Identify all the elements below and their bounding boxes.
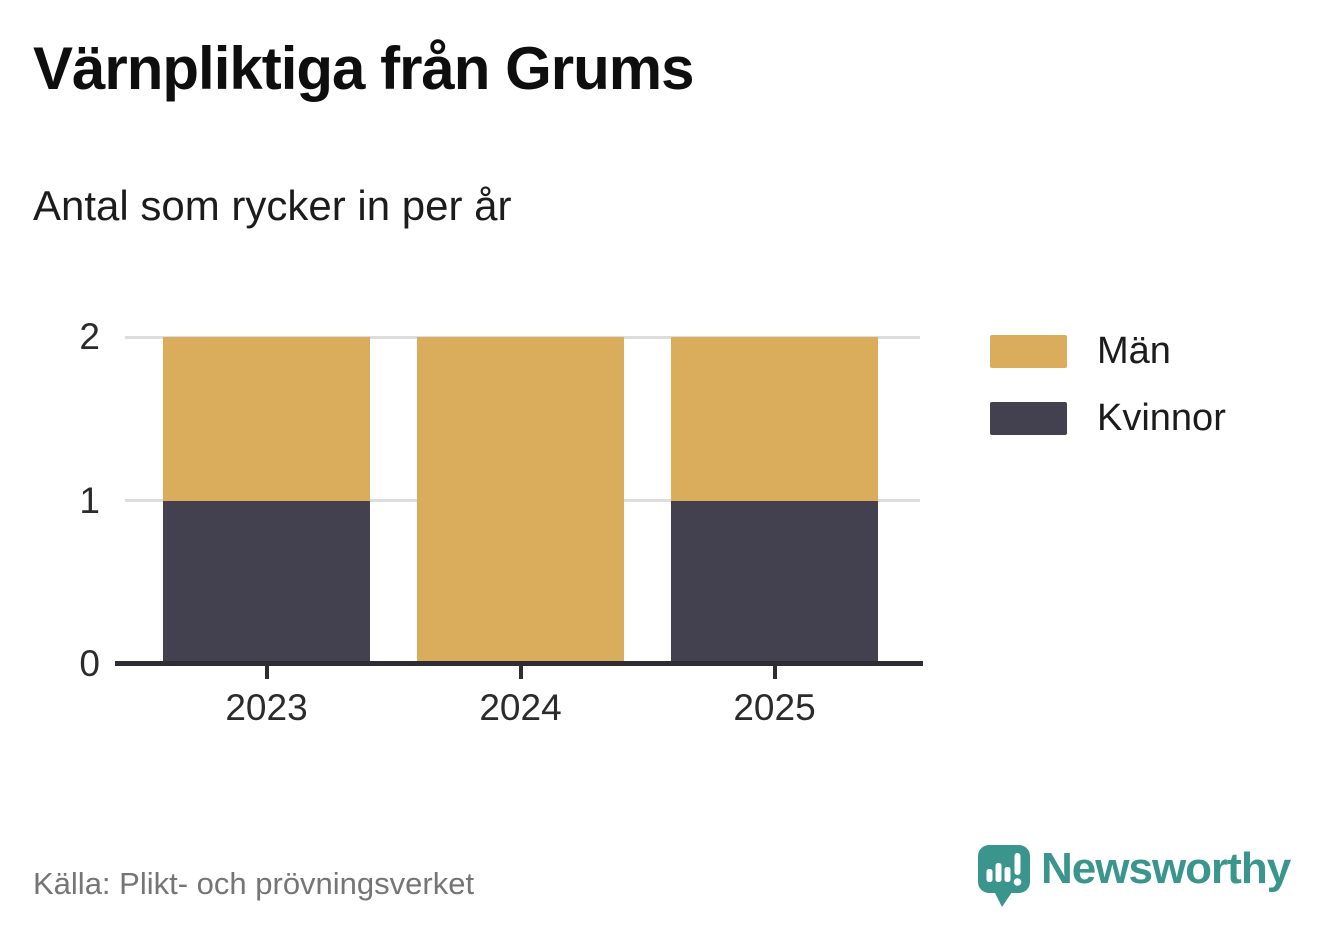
bar-segment-men-2024 [417,337,624,664]
x-axis-tick-2023 [264,666,269,679]
x-axis-label-2024: 2024 [479,687,562,728]
x-axis-tick-2024 [518,666,523,679]
legend-swatch-men [990,335,1067,368]
source-attribution: Källa: Plikt- och prövningsverket [33,866,475,901]
newsworthy-speech-bubble-chart-icon [978,845,1030,907]
legend-swatch-women [990,402,1067,435]
legend: Män Kvinnor [990,330,1226,464]
x-axis-tick-2025 [772,666,777,679]
bar-segment-women-2025 [671,500,878,664]
bar-segment-men-2025 [671,337,878,501]
legend-item-women: Kvinnor [990,397,1226,440]
x-axis-label-2025: 2025 [733,687,816,728]
page-title: Värnpliktiga från Grums [33,35,694,102]
bar-segment-women-2023 [163,500,370,664]
legend-label-women: Kvinnor [1097,397,1226,439]
y-axis: 0 1 2 [40,316,100,684]
brand-logo: Newsworthy [978,844,1291,909]
page-subtitle: Antal som rycker in per år [33,182,512,229]
y-axis-label-2: 2 [79,316,100,357]
y-axis-label-0: 0 [79,643,100,684]
legend-label-men: Män [1097,330,1171,372]
x-axis-line [115,661,923,666]
bar-segment-men-2023 [163,337,370,501]
y-axis-label-1: 1 [79,479,100,521]
legend-item-men: Män [990,330,1226,373]
brand-name: Newsworthy [1041,844,1291,893]
x-axis-label-2023: 2023 [225,687,308,728]
plot-area: 2023 2024 2025 [115,335,923,728]
